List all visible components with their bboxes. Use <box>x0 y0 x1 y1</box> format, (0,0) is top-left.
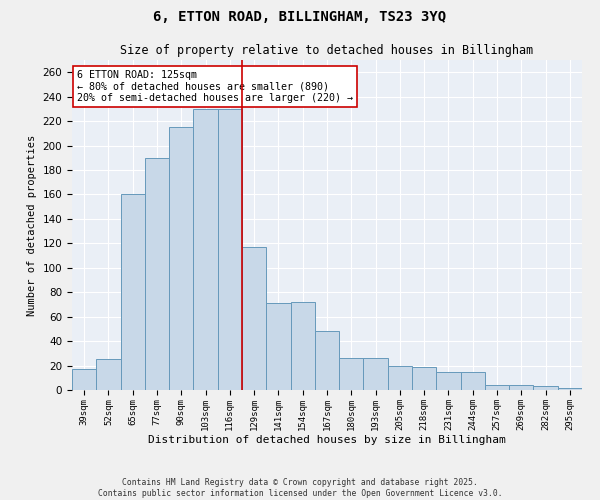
Text: Contains HM Land Registry data © Crown copyright and database right 2025.
Contai: Contains HM Land Registry data © Crown c… <box>98 478 502 498</box>
Bar <box>364 358 388 390</box>
Text: 6, ETTON ROAD, BILLINGHAM, TS23 3YQ: 6, ETTON ROAD, BILLINGHAM, TS23 3YQ <box>154 10 446 24</box>
Bar <box>169 127 193 390</box>
Bar <box>266 303 290 390</box>
X-axis label: Distribution of detached houses by size in Billingham: Distribution of detached houses by size … <box>148 436 506 446</box>
Bar <box>461 372 485 390</box>
Bar <box>412 367 436 390</box>
Bar <box>339 358 364 390</box>
Bar <box>193 109 218 390</box>
Bar <box>533 386 558 390</box>
Bar <box>218 109 242 390</box>
Bar <box>145 158 169 390</box>
Bar <box>485 385 509 390</box>
Bar <box>72 369 96 390</box>
Bar <box>509 385 533 390</box>
Bar <box>242 247 266 390</box>
Bar <box>436 372 461 390</box>
Bar <box>388 366 412 390</box>
Bar <box>96 360 121 390</box>
Bar <box>121 194 145 390</box>
Y-axis label: Number of detached properties: Number of detached properties <box>27 134 37 316</box>
Bar <box>290 302 315 390</box>
Bar <box>315 332 339 390</box>
Text: 6 ETTON ROAD: 125sqm
← 80% of detached houses are smaller (890)
20% of semi-deta: 6 ETTON ROAD: 125sqm ← 80% of detached h… <box>77 70 353 103</box>
Title: Size of property relative to detached houses in Billingham: Size of property relative to detached ho… <box>121 44 533 58</box>
Bar <box>558 388 582 390</box>
